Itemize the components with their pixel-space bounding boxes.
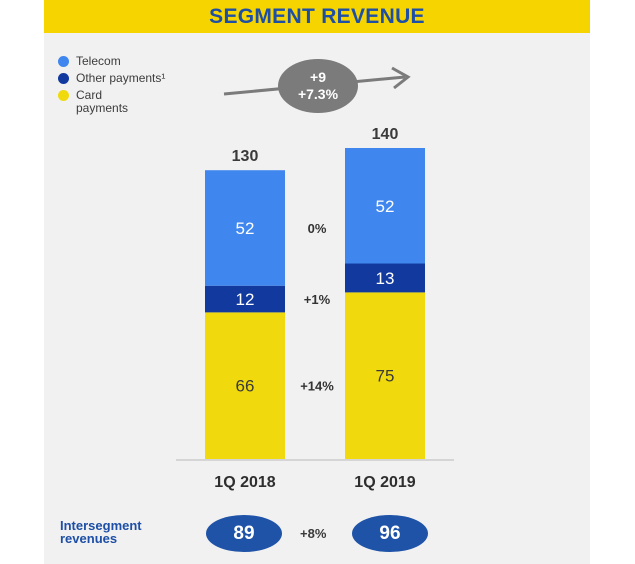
bar-telecom-0 [205, 170, 285, 286]
growth-absolute: +9 [310, 69, 326, 85]
bar-other-payments-0 [205, 285, 285, 313]
growth-badge: +9 +7.3% [278, 59, 358, 113]
bar-other-payments-1 [345, 263, 425, 293]
legend-item-other-payments: Other payments¹ [58, 72, 165, 85]
bar-total-0: 130 [232, 148, 259, 165]
growth-percent: +7.3% [297, 86, 339, 102]
bar-label-other-payments-0: 12 [236, 290, 255, 309]
title-bar: SEGMENT REVENUE [44, 0, 590, 33]
category-label-1: 1Q 2019 [354, 474, 415, 491]
legend-item-telecom: Telecom [58, 55, 165, 68]
bar-label-card-payments-1: 75 [376, 367, 395, 386]
chart-title: SEGMENT REVENUE [209, 4, 425, 28]
bar-label-telecom-0: 52 [236, 219, 255, 238]
change-label-telecom: 0% [308, 221, 327, 236]
legend-label-telecom: Telecom [76, 54, 121, 68]
bar-total-1: 140 [372, 126, 399, 143]
legend: Telecom Other payments¹ Card payments [58, 55, 165, 119]
legend-label-card-payments: Card payments [76, 88, 129, 115]
bar-label-telecom-1: 52 [376, 197, 395, 216]
legend-dot-telecom [58, 56, 69, 67]
change-label-card-payments: +14% [300, 379, 334, 394]
category-label-0: 1Q 2018 [214, 474, 275, 491]
bar-card-payments-1 [345, 292, 425, 459]
intersegment-value-2018: 89 [206, 515, 282, 552]
legend-dot-other-payments [58, 73, 69, 84]
bar-label-other-payments-1: 13 [376, 269, 395, 288]
intersegment-label: Intersegment revenues [60, 518, 142, 546]
intersegment-value-2019: 96 [352, 515, 428, 552]
bar-label-card-payments-0: 66 [236, 377, 255, 396]
legend-label-other-payments: Other payments¹ [76, 71, 166, 85]
legend-item-card-payments: Card payments [58, 89, 165, 115]
change-label-other-payments: +1% [304, 292, 331, 307]
legend-dot-card-payments [58, 90, 69, 101]
intersegment-change: +8% [300, 526, 327, 541]
bar-telecom-1 [345, 148, 425, 264]
bar-card-payments-0 [205, 312, 285, 459]
